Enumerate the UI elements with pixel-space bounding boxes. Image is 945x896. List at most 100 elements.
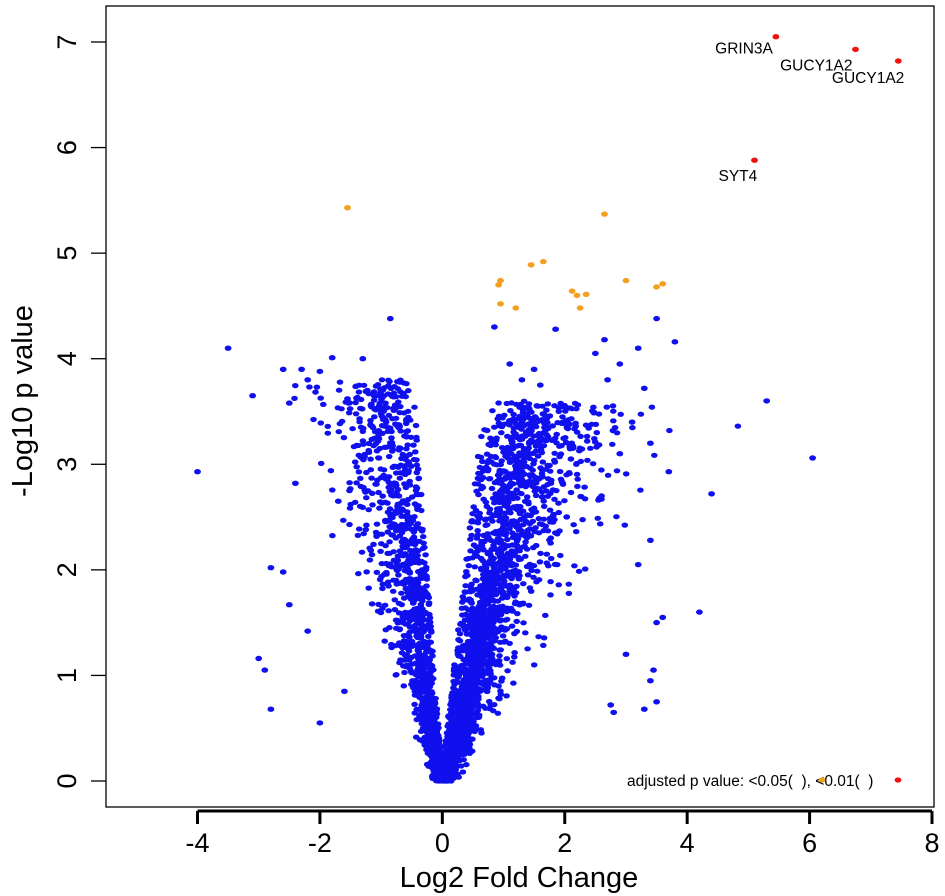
legend-label: adjusted p value: <0.05( ), <0.01( ) [627,773,873,790]
point-ns [520,398,528,404]
point-ns [604,472,612,478]
data-point [552,326,559,332]
point-ns [524,572,532,578]
point-ns [504,455,512,461]
point-ns [536,521,544,527]
point-ns [539,459,547,465]
point-ns [540,503,548,509]
point-ns [403,640,411,646]
point-ns [474,520,482,526]
point-ns [397,377,404,383]
point-ns [373,521,381,527]
point-ns [404,621,412,627]
point-ns [391,524,398,530]
point-ns [414,552,421,559]
point-ns [355,389,363,395]
point-ns [418,568,425,574]
point-ns [397,428,405,434]
point-ns [637,411,645,417]
data-point [304,628,312,634]
point-ns [512,506,520,512]
point-ns [574,476,581,482]
point-ns [365,391,373,397]
point-ns [466,525,474,531]
point-ns [603,404,611,410]
data-point [653,699,660,705]
point-ns [571,563,578,569]
point-ns [411,653,419,659]
point-ns [519,522,527,528]
point-ns [395,493,403,499]
point-ns [523,546,531,552]
point-ns [524,646,531,652]
point-ns [421,665,429,671]
point-ns [464,623,471,630]
point-ns [517,463,525,469]
point-ns [559,414,566,420]
point-ns [464,733,472,740]
point-ns [576,448,583,454]
point-ns [539,494,547,500]
point-ns [496,611,504,617]
point-ns [468,532,475,538]
point-ns [482,705,489,711]
point-ns [496,653,503,659]
point-ns [594,515,602,521]
point-ns [571,400,579,406]
point-ns [411,642,419,648]
point-ns [346,505,354,511]
point-ns [349,426,356,432]
point-ns [563,472,570,478]
point-ns [511,650,518,656]
point-ns [413,605,421,612]
point-ns [376,499,384,505]
point-ns [496,531,504,538]
point-ns [356,382,363,388]
point-ns [437,769,445,775]
point-ns [430,667,437,673]
point-ns [490,702,498,708]
point-ns [377,466,385,472]
point-ns [561,402,568,409]
point-ns [488,578,495,584]
point-ns [405,522,413,528]
legend-suffix: ) [868,773,873,790]
data-point [539,258,547,265]
data-point [640,706,648,712]
point-ns [543,466,550,472]
point-ns [539,403,546,409]
data-point [582,291,590,297]
point-ns [369,502,376,508]
point-ns [413,485,421,491]
point-ns [360,531,368,537]
data-point [573,292,581,299]
point-ns [513,443,521,449]
point-ns [474,453,482,460]
legend: adjusted p value: <0.05( ), <0.01( ) [627,773,902,790]
point-ns [496,696,503,702]
point-ns [532,443,540,449]
point-ns [401,652,409,658]
y-tick-label: 0 [52,773,82,788]
point-ns [335,429,343,435]
point-ns [464,747,472,753]
point-ns [542,612,549,619]
point-ns [499,595,506,601]
point-ns [513,543,521,549]
data-point [671,339,679,345]
point-ns [461,710,468,716]
point-ns [408,681,415,688]
point-ns [530,433,538,439]
point-ns [401,513,408,519]
point-ns [387,385,395,391]
point-ns [501,574,509,580]
point-ns [455,637,462,643]
point-ns [544,433,551,440]
point-ns [533,485,541,491]
data-point [279,569,287,575]
data-point [491,324,498,330]
point-ns [506,526,513,532]
data-point [650,667,657,673]
point-ns [483,688,491,695]
point-ns [486,476,494,482]
